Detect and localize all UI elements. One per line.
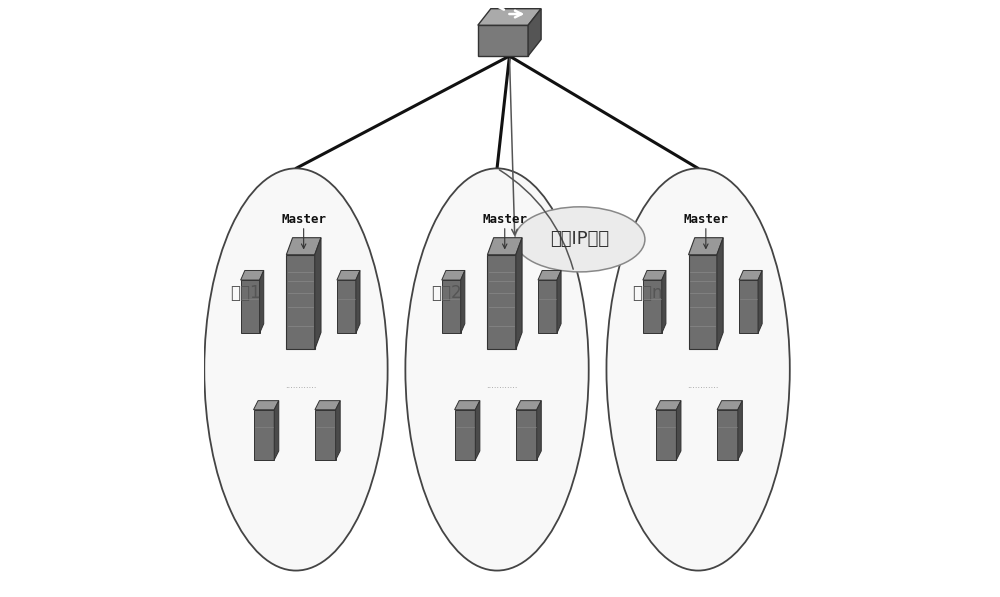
Text: ............: ............	[486, 381, 517, 390]
Polygon shape	[286, 238, 321, 255]
Text: Master: Master	[683, 213, 728, 226]
Polygon shape	[689, 238, 723, 255]
Polygon shape	[717, 401, 742, 410]
Polygon shape	[475, 401, 480, 460]
Polygon shape	[478, 25, 528, 56]
Polygon shape	[643, 270, 666, 280]
Polygon shape	[689, 255, 717, 349]
Polygon shape	[738, 401, 742, 460]
Polygon shape	[461, 270, 465, 333]
Polygon shape	[538, 270, 561, 280]
Polygon shape	[662, 270, 666, 333]
Polygon shape	[537, 401, 541, 460]
Polygon shape	[254, 401, 279, 410]
Text: ............: ............	[687, 381, 718, 390]
Polygon shape	[274, 401, 279, 460]
Polygon shape	[356, 270, 360, 333]
Polygon shape	[516, 238, 522, 349]
Text: 集群n: 集群n	[632, 284, 663, 302]
Polygon shape	[260, 270, 264, 333]
Text: 集群1: 集群1	[230, 284, 261, 302]
Polygon shape	[337, 280, 356, 333]
Polygon shape	[758, 270, 762, 333]
Polygon shape	[455, 401, 480, 410]
Polygon shape	[286, 255, 315, 349]
Polygon shape	[656, 401, 681, 410]
Polygon shape	[315, 410, 336, 460]
Ellipse shape	[204, 168, 388, 571]
Text: ............: ............	[285, 381, 316, 390]
Text: 虚拟IP地址: 虚拟IP地址	[550, 230, 609, 248]
Ellipse shape	[515, 207, 645, 272]
Polygon shape	[656, 410, 676, 460]
Polygon shape	[676, 401, 681, 460]
Ellipse shape	[405, 168, 589, 571]
Polygon shape	[557, 270, 561, 333]
Polygon shape	[487, 238, 522, 255]
Polygon shape	[516, 410, 537, 460]
Polygon shape	[643, 280, 662, 333]
Polygon shape	[241, 270, 264, 280]
Polygon shape	[455, 410, 475, 460]
Text: Master: Master	[281, 213, 326, 226]
Polygon shape	[241, 280, 260, 333]
Text: 集群2: 集群2	[431, 284, 462, 302]
Polygon shape	[315, 238, 321, 349]
Polygon shape	[538, 280, 557, 333]
Polygon shape	[478, 9, 541, 25]
Ellipse shape	[606, 168, 790, 571]
Polygon shape	[487, 255, 516, 349]
Polygon shape	[442, 270, 465, 280]
Polygon shape	[315, 401, 340, 410]
Polygon shape	[336, 401, 340, 460]
Polygon shape	[528, 9, 541, 56]
Text: Master: Master	[482, 213, 527, 226]
Polygon shape	[739, 270, 762, 280]
Polygon shape	[516, 401, 541, 410]
Polygon shape	[442, 280, 461, 333]
Polygon shape	[717, 238, 723, 349]
Polygon shape	[337, 270, 360, 280]
Polygon shape	[254, 410, 274, 460]
Polygon shape	[717, 410, 738, 460]
Polygon shape	[739, 280, 758, 333]
